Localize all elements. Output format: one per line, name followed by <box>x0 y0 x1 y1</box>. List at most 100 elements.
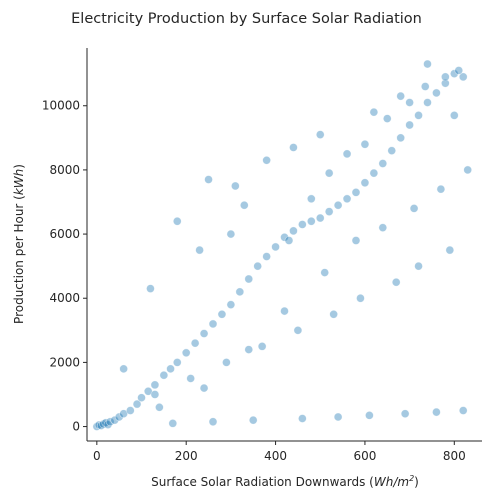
data-point <box>105 417 115 427</box>
chart-title: Electricity Production by Surface Solar … <box>71 11 422 27</box>
data-point <box>172 216 182 226</box>
data-point <box>458 72 468 82</box>
data-point <box>190 338 200 348</box>
data-point <box>405 98 414 107</box>
data-point <box>217 309 227 319</box>
data-point <box>351 236 361 245</box>
data-point <box>307 194 316 204</box>
data-point <box>235 287 245 297</box>
data-point <box>204 175 213 184</box>
data-point <box>449 69 459 78</box>
data-point <box>199 329 209 338</box>
data-point <box>186 374 195 383</box>
data-point <box>432 407 441 417</box>
y-tick-label: 4000 <box>49 291 80 305</box>
data-point <box>400 409 410 419</box>
data-point <box>369 107 379 117</box>
x-axis-label-exponent: 2 <box>409 474 414 483</box>
data-point <box>110 415 119 425</box>
data-point <box>458 406 468 415</box>
x-axis-label-close: ) <box>414 475 419 489</box>
data-point <box>329 309 338 319</box>
data-point <box>208 417 218 427</box>
data-point <box>181 348 191 358</box>
x-tick-label: 200 <box>175 449 198 463</box>
x-axis-label-text: Surface Solar Radiation Downwards ( <box>151 475 374 489</box>
data-point <box>324 207 334 216</box>
data-point <box>244 274 254 284</box>
data-point <box>289 226 298 236</box>
x-tick-label: 800 <box>443 449 466 463</box>
data-point <box>382 114 392 123</box>
data-point <box>253 261 262 271</box>
data-point <box>293 326 303 335</box>
data-point <box>351 188 361 197</box>
data-point <box>132 399 142 409</box>
data-point <box>280 306 289 316</box>
data-point <box>342 194 352 204</box>
data-point <box>172 358 182 367</box>
data-point <box>436 184 446 194</box>
data-point <box>103 420 113 429</box>
y-tick-label: 0 <box>72 420 80 434</box>
x-axis-label: Surface Solar Radiation Downwards (Wh/m2… <box>151 474 419 489</box>
data-point <box>324 168 334 178</box>
data-point <box>244 345 254 354</box>
x-axis-ticks: 0 200 400 600 800 <box>93 441 466 463</box>
data-point <box>360 139 370 149</box>
data-point <box>150 380 160 390</box>
data-point <box>315 213 325 223</box>
y-axis-label-close: ) <box>12 164 26 169</box>
data-point <box>387 146 397 155</box>
data-point <box>208 319 218 329</box>
data-point <box>414 111 423 120</box>
data-point <box>271 242 280 252</box>
data-point <box>166 364 175 374</box>
x-tick-label: 400 <box>264 449 287 463</box>
data-point <box>226 300 236 309</box>
data-point <box>420 82 430 91</box>
data-point <box>126 406 135 415</box>
data-point <box>405 120 414 130</box>
data-point <box>333 200 343 210</box>
data-point <box>423 59 432 69</box>
data-point <box>195 245 204 255</box>
data-point <box>150 390 160 399</box>
y-tick-label: 10000 <box>42 99 80 113</box>
data-point <box>356 293 365 303</box>
data-point <box>155 403 164 412</box>
data-point <box>146 284 155 293</box>
data-point <box>114 412 124 422</box>
x-tick-label: 0 <box>93 449 101 463</box>
data-point <box>449 111 459 120</box>
y-axis-label-unit: kWh <box>12 169 26 195</box>
data-point <box>248 415 258 425</box>
data-point <box>432 88 441 98</box>
y-tick-label: 2000 <box>49 355 80 369</box>
data-point <box>199 383 209 393</box>
data-point <box>226 229 236 239</box>
data-point <box>414 261 423 271</box>
data-point <box>378 159 388 168</box>
data-point <box>441 78 450 88</box>
data-point <box>360 178 370 188</box>
data-point <box>231 181 240 191</box>
data-point <box>119 364 128 374</box>
data-point <box>342 149 352 159</box>
data-point <box>298 220 307 229</box>
data-point <box>396 133 405 143</box>
data-point <box>441 72 450 82</box>
data-point <box>262 252 271 261</box>
data-point <box>396 91 405 101</box>
data-point <box>239 200 249 210</box>
data-point <box>159 370 169 380</box>
y-tick-label: 6000 <box>49 227 80 241</box>
points-layer <box>92 59 473 431</box>
y-axis-label: Production per Hour (kWh) <box>12 164 26 324</box>
data-point <box>463 165 473 175</box>
data-point <box>222 358 231 367</box>
data-point <box>315 130 325 139</box>
data-point <box>409 204 419 213</box>
data-point <box>137 393 146 402</box>
data-point <box>423 98 432 107</box>
